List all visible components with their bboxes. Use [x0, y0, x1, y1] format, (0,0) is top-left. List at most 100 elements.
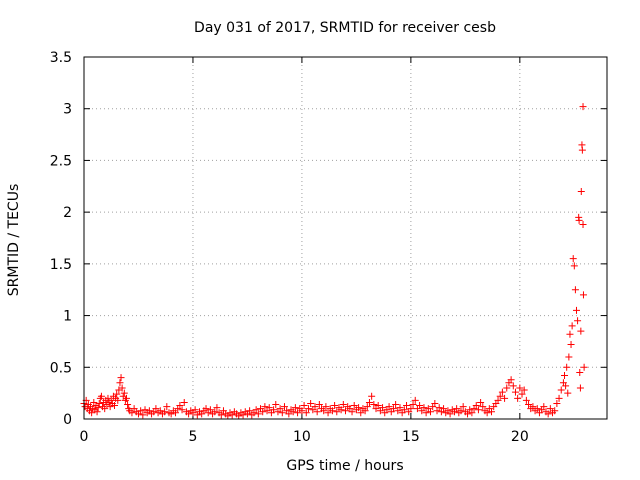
- data-point: [553, 399, 561, 407]
- data-point: [342, 407, 349, 415]
- data-point: [579, 291, 587, 299]
- data-point: [176, 402, 184, 410]
- data-point: [178, 406, 186, 414]
- grid-lines: [84, 57, 607, 419]
- data-point: [270, 406, 278, 414]
- data-point: [217, 411, 225, 419]
- data-point: [516, 384, 524, 392]
- data-point: [324, 409, 332, 417]
- data-point: [333, 408, 341, 416]
- data-point: [426, 408, 434, 416]
- data-point: [278, 409, 286, 417]
- data-point: [479, 403, 487, 411]
- data-point: [503, 384, 511, 392]
- data-point: [128, 409, 136, 417]
- data-point: [566, 330, 574, 338]
- data-point: [180, 398, 188, 406]
- data-point: [161, 408, 169, 416]
- data-point: [331, 402, 339, 410]
- data-point: [113, 390, 121, 398]
- data-point: [363, 403, 371, 411]
- data-point: [311, 403, 319, 411]
- data-point: [577, 327, 585, 335]
- data-point: [368, 392, 376, 400]
- data-point: [213, 404, 221, 412]
- data-point: [577, 187, 585, 195]
- data-point: [576, 368, 584, 376]
- data-point: [261, 403, 269, 411]
- data-points: [80, 103, 588, 420]
- y-tick-label: 0: [63, 412, 72, 428]
- data-point: [114, 396, 122, 404]
- data-point: [472, 402, 480, 410]
- data-point: [120, 389, 128, 397]
- y-tick-label: 3: [63, 102, 72, 118]
- data-point: [259, 408, 267, 416]
- data-point: [555, 394, 563, 402]
- data-point: [403, 402, 411, 410]
- data-point: [389, 405, 397, 413]
- data-point: [562, 382, 570, 390]
- data-point: [561, 372, 569, 380]
- data-point: [422, 409, 430, 417]
- data-point: [546, 405, 554, 413]
- data-point: [370, 401, 378, 409]
- data-point: [568, 322, 576, 330]
- data-point: [211, 408, 219, 416]
- data-point: [565, 353, 573, 361]
- x-tick-label: 15: [402, 429, 420, 445]
- data-point: [574, 317, 582, 325]
- data-point: [488, 408, 496, 416]
- data-point: [276, 405, 284, 413]
- data-point: [300, 402, 308, 410]
- x-tick-label: 0: [80, 429, 89, 445]
- data-point: [355, 404, 363, 412]
- data-point: [365, 398, 373, 406]
- axis-ticks: 0 5 10 15 20 0 0.5 1 1.5 2 2.5 3 3.5: [50, 50, 607, 445]
- data-point: [569, 255, 577, 263]
- data-point: [357, 409, 365, 417]
- data-point: [440, 405, 448, 413]
- data-point: [529, 403, 537, 411]
- data-point: [580, 363, 588, 371]
- data-point: [361, 407, 369, 415]
- data-point: [446, 410, 454, 418]
- x-axis-label: GPS time / hours: [286, 458, 403, 474]
- data-point: [544, 410, 552, 418]
- y-tick-label: 2.5: [50, 153, 72, 169]
- data-point: [540, 403, 548, 411]
- data-point: [459, 403, 467, 411]
- y-tick-label: 1: [63, 309, 72, 325]
- plot-frame: [83, 56, 608, 420]
- data-point: [435, 404, 443, 412]
- data-point: [139, 411, 147, 419]
- data-point: [525, 401, 533, 409]
- data-point: [520, 386, 528, 394]
- data-point: [191, 406, 199, 414]
- data-point: [289, 408, 297, 416]
- data-point: [285, 410, 293, 418]
- data-point: [407, 405, 415, 413]
- data-point: [557, 386, 565, 394]
- data-point: [570, 262, 578, 270]
- data-point: [111, 402, 119, 410]
- data-point: [254, 410, 262, 418]
- data-point: [409, 401, 417, 409]
- y-tick-label: 0.5: [50, 360, 72, 376]
- data-point: [522, 396, 530, 404]
- data-point: [328, 407, 336, 415]
- data-point: [564, 389, 572, 397]
- data-point: [374, 402, 382, 410]
- data-point: [533, 405, 541, 413]
- data-point: [298, 407, 306, 415]
- data-point: [396, 404, 404, 412]
- data-point: [572, 306, 580, 314]
- data-point: [246, 407, 254, 415]
- data-point: [453, 405, 461, 413]
- data-point: [252, 406, 260, 414]
- data-point: [291, 404, 299, 412]
- data-point: [551, 407, 559, 415]
- data-point: [322, 403, 330, 411]
- data-point: [93, 408, 101, 416]
